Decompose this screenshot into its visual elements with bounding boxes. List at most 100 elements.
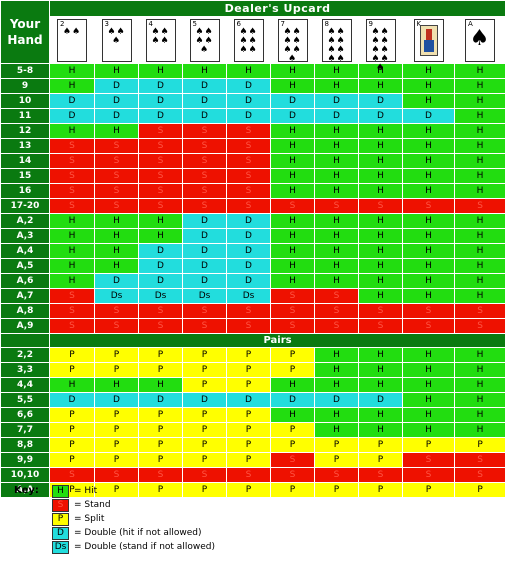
strategy-cell: D: [138, 78, 183, 94]
strategy-cell: P: [94, 482, 139, 498]
strategy-cell: H: [270, 213, 315, 229]
strategy-cell: P: [453, 437, 505, 453]
strategy-cell: S: [358, 198, 403, 214]
strategy-cell: D: [182, 108, 227, 124]
strategy-cell: H: [314, 153, 359, 169]
strategy-cell: D: [49, 108, 95, 124]
strategy-cell: S: [94, 467, 139, 483]
strategy-cell: H: [270, 168, 315, 184]
strategy-cell: D: [270, 108, 315, 124]
strategy-cell: P: [49, 422, 95, 438]
strategy-cell: H: [270, 407, 315, 423]
key-title: Key:: [14, 485, 39, 496]
key-swatch: Ds: [52, 541, 69, 554]
strategy-cell: S: [270, 467, 315, 483]
strategy-cell: H: [314, 377, 359, 393]
strategy-cell: H: [358, 123, 403, 139]
strategy-cell: S: [94, 138, 139, 154]
strategy-cell: S: [49, 288, 95, 304]
strategy-cell: S: [453, 452, 505, 468]
strategy-cell: H: [94, 228, 139, 244]
strategy-cell: H: [314, 422, 359, 438]
strategy-cell: H: [453, 288, 505, 304]
strategy-cell: S: [402, 318, 455, 334]
strategy-cell: P: [226, 437, 271, 453]
strategy-row: 3,3 P P P P P P H H H H: [0, 362, 505, 378]
strategy-cell: P: [358, 482, 403, 498]
strategy-cell: S: [226, 183, 271, 199]
key-swatch: P: [52, 513, 69, 526]
strategy-cell: S: [358, 318, 403, 334]
strategy-cell: D: [138, 273, 183, 289]
dealer-upcard-label: Dealer's Upcard: [224, 2, 331, 15]
strategy-cell: H: [358, 228, 403, 244]
card-pips: ♠♠♠♠♠♠♠: [283, 26, 302, 64]
strategy-cell: D: [182, 228, 227, 244]
strategy-cell: S: [138, 168, 183, 184]
strategy-cell: P: [226, 362, 271, 378]
strategy-cell: D: [182, 258, 227, 274]
card-rank: 9: [368, 19, 373, 28]
strategy-cell: H: [314, 228, 359, 244]
strategy-cell: D: [358, 93, 403, 109]
strategy-row: 14 S S S S S H H H H H: [0, 153, 505, 169]
strategy-cell: S: [138, 183, 183, 199]
strategy-row: 8,8 P P P P P P P P P P: [0, 437, 505, 453]
strategy-cell: P: [314, 482, 359, 498]
strategy-cell: S: [453, 303, 505, 319]
strategy-cell: H: [94, 377, 139, 393]
strategy-cell: P: [182, 452, 227, 468]
strategy-cell: D: [182, 243, 227, 259]
strategy-cell: P: [270, 347, 315, 363]
hand-label: 17-20: [0, 198, 50, 214]
strategy-cell: S: [49, 198, 95, 214]
strategy-cell: S: [138, 318, 183, 334]
strategy-cell: H: [314, 183, 359, 199]
strategy-cell: H: [358, 78, 403, 94]
strategy-cell: P: [138, 452, 183, 468]
strategy-cell: H: [453, 377, 505, 393]
hand-label: 4,4: [0, 377, 50, 393]
strategy-cell: S: [270, 288, 315, 304]
strategy-cell: P: [49, 347, 95, 363]
strategy-cell: S: [358, 303, 403, 319]
strategy-cell: H: [49, 243, 95, 259]
strategy-row: 10 D D D D D D D D H H: [0, 93, 505, 109]
strategy-cell: H: [314, 123, 359, 139]
strategy-cell: P: [49, 437, 95, 453]
strategy-cell: D: [226, 93, 271, 109]
strategy-cell: D: [226, 78, 271, 94]
strategy-cell: D: [270, 93, 315, 109]
pairs-section-header: Pairs: [48, 333, 505, 348]
strategy-cell: S: [402, 452, 455, 468]
strategy-cell: P: [182, 362, 227, 378]
strategy-cell: S: [182, 168, 227, 184]
strategy-row: 2,2 P P P P P P H H H H: [0, 347, 505, 363]
strategy-cell: Ds: [182, 288, 227, 304]
strategy-cell: S: [49, 183, 95, 199]
strategy-row: 13 S S S S S H H H H H: [0, 138, 505, 154]
hand-label: 8,8: [0, 437, 50, 453]
strategy-cell: H: [402, 258, 455, 274]
nine-of-spades-card-icon: 9 ♠♠♠♠♠♠♠♠♠: [365, 18, 396, 72]
strategy-cell: S: [270, 198, 315, 214]
strategy-cell: S: [49, 168, 95, 184]
dealer-card-cell: A ♠: [453, 16, 505, 64]
strategy-cell: P: [453, 482, 505, 498]
strategy-row: 12 H H S S S H H H H H: [0, 123, 505, 139]
strategy-cell: H: [453, 63, 505, 79]
strategy-row: 5,5 D D D D D D D D H H: [0, 392, 505, 408]
strategy-cell: H: [358, 377, 403, 393]
hand-label: 5,5: [0, 392, 50, 408]
strategy-row: A,3 H H H D D H H H H H: [0, 228, 505, 244]
strategy-cell: S: [94, 168, 139, 184]
key-swatch: H: [52, 485, 69, 498]
strategy-cell: H: [270, 228, 315, 244]
strategy-cell: H: [453, 138, 505, 154]
strategy-row: 6,6 P P P P P H H H H H: [0, 407, 505, 423]
strategy-cell: D: [94, 78, 139, 94]
strategy-cell: H: [49, 377, 95, 393]
strategy-cell: H: [402, 63, 455, 79]
strategy-cell: S: [453, 198, 505, 214]
hand-label: 9: [0, 78, 50, 94]
